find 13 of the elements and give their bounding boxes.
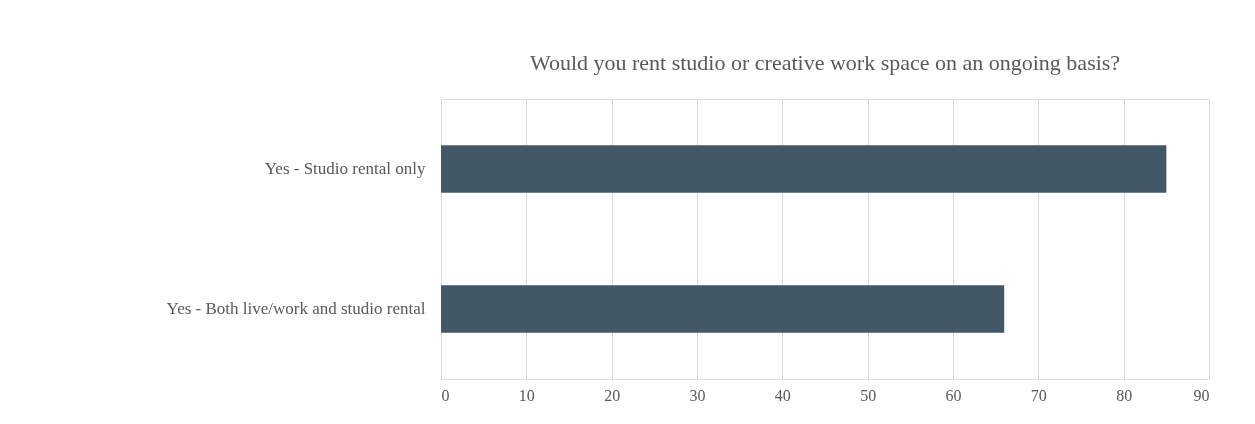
x-tick-label: 10 <box>518 386 535 404</box>
chart-title: Would you rent studio or creative work space on an ongoing basis? <box>529 50 1121 75</box>
x-tick-label: 50 <box>860 386 877 404</box>
y-tick-label: Yes - Studio rental only <box>264 159 426 178</box>
x-tick-label: 20 <box>604 386 621 404</box>
x-tick-label: 60 <box>945 386 962 404</box>
y-tick-label: Yes - Both live/work and studio rental <box>166 299 426 318</box>
x-tick-label: 0 <box>441 386 450 404</box>
x-tick-label: 70 <box>1030 386 1047 404</box>
x-tick-label: 90 <box>1193 386 1210 404</box>
x-tick-label: 40 <box>774 386 791 404</box>
x-tick-label: 30 <box>689 386 706 404</box>
x-tick-label: 80 <box>1116 386 1133 404</box>
